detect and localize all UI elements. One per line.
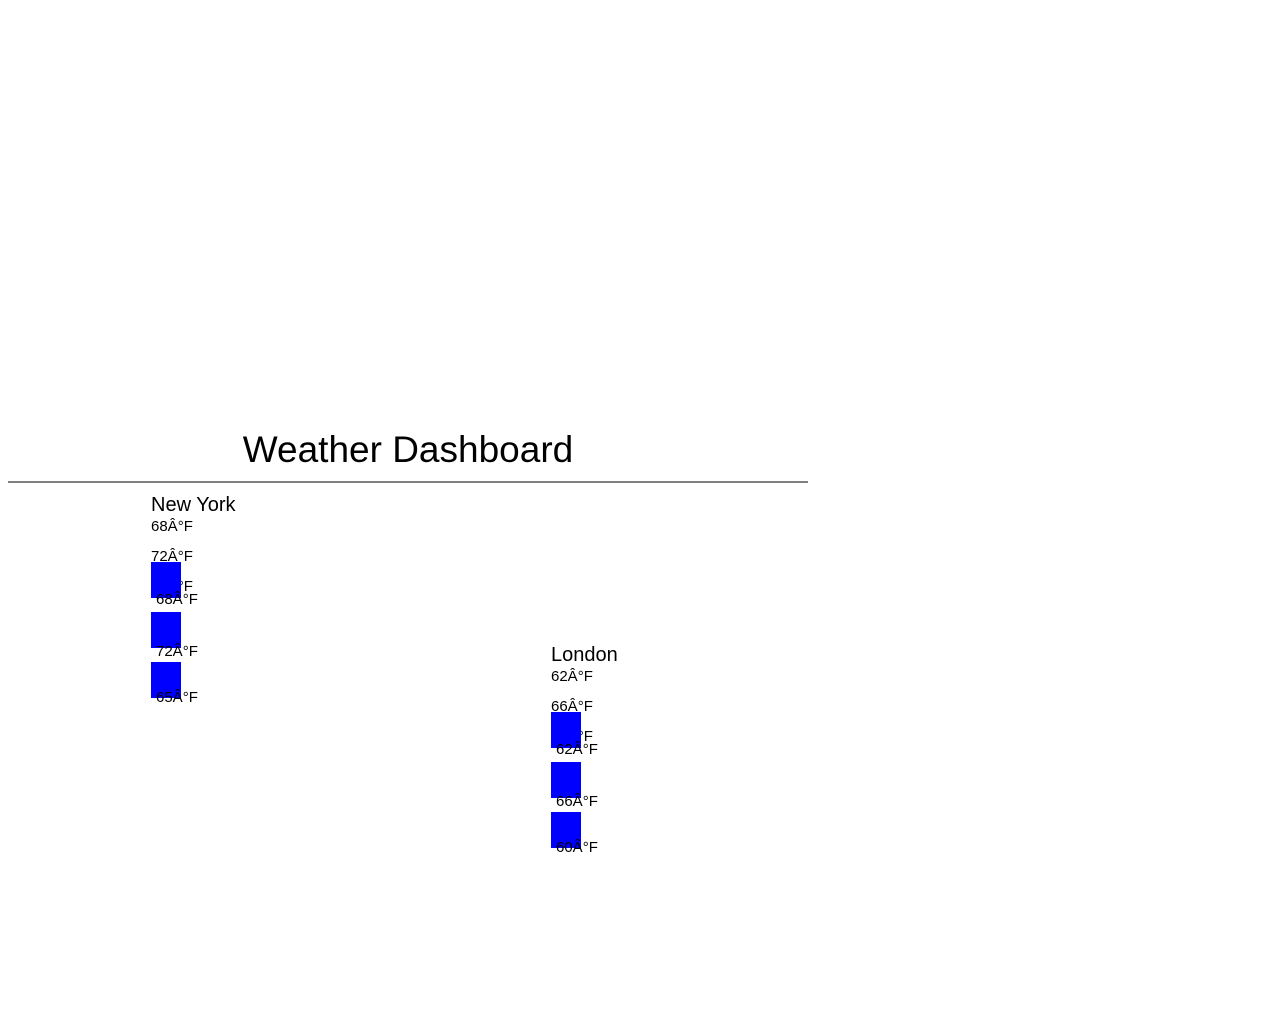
bar-value-label: 65Â°F bbox=[156, 689, 198, 706]
temperature-bar bbox=[551, 812, 581, 848]
bar-value-label: 66Â°F bbox=[556, 793, 598, 810]
temp-label: 66Â°F bbox=[551, 698, 593, 715]
temp-label: 68Â°F bbox=[151, 518, 193, 535]
bar-value-label: 62Â°F bbox=[556, 741, 598, 758]
temperature-bar bbox=[151, 562, 181, 598]
bar-value-label: 68Â°F bbox=[156, 591, 198, 608]
page-title: Weather Dashboard bbox=[242, 429, 574, 470]
bar-value-label: 60Â°F bbox=[556, 839, 598, 856]
temperature-bar bbox=[151, 612, 181, 648]
city-panel-new-york: New York 68Â°F 72Â°F 65Â°F 68Â°F 72Â°F 6… bbox=[151, 493, 351, 723]
temp-label: 62Â°F bbox=[551, 668, 593, 685]
city-name: London bbox=[551, 644, 618, 666]
bar-value-label: 72Â°F bbox=[156, 643, 198, 660]
temperature-bar bbox=[551, 762, 581, 798]
temperature-bar bbox=[151, 662, 181, 698]
title-divider bbox=[8, 481, 808, 483]
city-panel-london: London 62Â°F 66Â°F 60Â°F 62Â°F 66Â°F 60Â… bbox=[551, 643, 751, 873]
temp-label: 72Â°F bbox=[151, 548, 193, 565]
city-name: New York bbox=[151, 494, 236, 516]
temperature-bar bbox=[551, 712, 581, 748]
